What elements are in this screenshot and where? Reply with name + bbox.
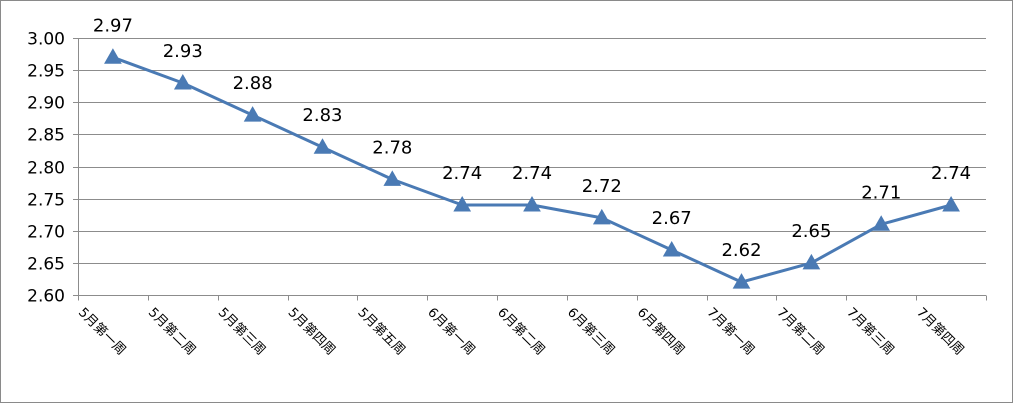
data-label: 2.97 bbox=[93, 15, 133, 36]
data-point-marker bbox=[453, 195, 472, 212]
data-point-marker bbox=[942, 195, 960, 212]
data-label: 2.93 bbox=[163, 41, 203, 62]
y-tick-label: 2.90 bbox=[27, 94, 65, 114]
data-label: 2.62 bbox=[721, 240, 761, 261]
x-tick-label: 7月第二周 bbox=[774, 305, 827, 358]
data-point-marker bbox=[662, 240, 681, 257]
data-point-marker bbox=[104, 48, 122, 64]
x-tick-label: 5月第三周 bbox=[215, 305, 268, 358]
gridlines bbox=[78, 38, 986, 264]
x-tick-label: 7月第四周 bbox=[913, 305, 966, 358]
y-tick-label: 2.85 bbox=[27, 126, 65, 146]
data-label: 2.78 bbox=[372, 137, 412, 158]
data-label: 2.74 bbox=[512, 163, 552, 184]
y-tick-label: 2.60 bbox=[27, 287, 65, 307]
data-point-marker bbox=[173, 73, 192, 90]
x-tick-label: 7月第三周 bbox=[843, 305, 896, 358]
data-label: 2.88 bbox=[233, 73, 273, 94]
x-tick-label: 5月第一周 bbox=[75, 305, 128, 358]
data-point-marker bbox=[313, 138, 332, 154]
data-label-group: 2.97 2.93 2.88 2.83 2.78 2.74 2.74 2.72 2.67 2.62… bbox=[93, 15, 971, 261]
x-axis-tick-labels: 5月第一周 5月第二周 5月第三周 5月第四周 5月第五周 6月第一周 6月第二周 6月第三周… bbox=[75, 305, 966, 358]
data-point-marker bbox=[523, 195, 541, 212]
x-tick-label: 5月第四周 bbox=[285, 305, 338, 358]
data-label: 2.72 bbox=[582, 176, 622, 197]
y-tick-label: 2.75 bbox=[27, 191, 65, 211]
x-tick-label: 6月第二周 bbox=[494, 305, 547, 358]
x-tick-label: 5月第二周 bbox=[145, 305, 198, 358]
marker-group bbox=[104, 48, 960, 289]
data-point-marker bbox=[802, 253, 821, 270]
data-label: 2.65 bbox=[791, 221, 831, 242]
axes bbox=[73, 38, 987, 301]
data-label: 2.74 bbox=[931, 163, 971, 184]
data-point-marker bbox=[872, 215, 891, 231]
y-tick-label: 2.80 bbox=[27, 159, 65, 179]
data-label: 2.74 bbox=[442, 163, 482, 184]
x-tick-label: 6月第四周 bbox=[634, 305, 687, 358]
x-tick-label: 6月第一周 bbox=[424, 305, 477, 358]
data-label: 2.83 bbox=[302, 105, 342, 126]
y-tick-label: 2.65 bbox=[27, 255, 65, 275]
y-tick-label: 3.00 bbox=[27, 30, 65, 50]
x-tick-label: 7月第一周 bbox=[704, 305, 757, 358]
y-tick-label: 2.70 bbox=[27, 223, 65, 243]
data-label: 2.71 bbox=[861, 182, 901, 203]
y-tick-label: 2.95 bbox=[27, 62, 65, 82]
y-axis-tick-labels: 2.60 2.65 2.70 2.75 2.80 2.85 2.90 2.95 3.00 bbox=[27, 30, 65, 307]
data-label: 2.67 bbox=[652, 208, 692, 229]
data-point-marker bbox=[383, 170, 402, 186]
data-point-marker bbox=[243, 106, 262, 122]
data-point-marker bbox=[592, 208, 611, 225]
x-tick-label: 5月第五周 bbox=[354, 305, 407, 358]
x-tick-label: 6月第三周 bbox=[564, 305, 617, 358]
data-point-marker bbox=[732, 273, 751, 289]
